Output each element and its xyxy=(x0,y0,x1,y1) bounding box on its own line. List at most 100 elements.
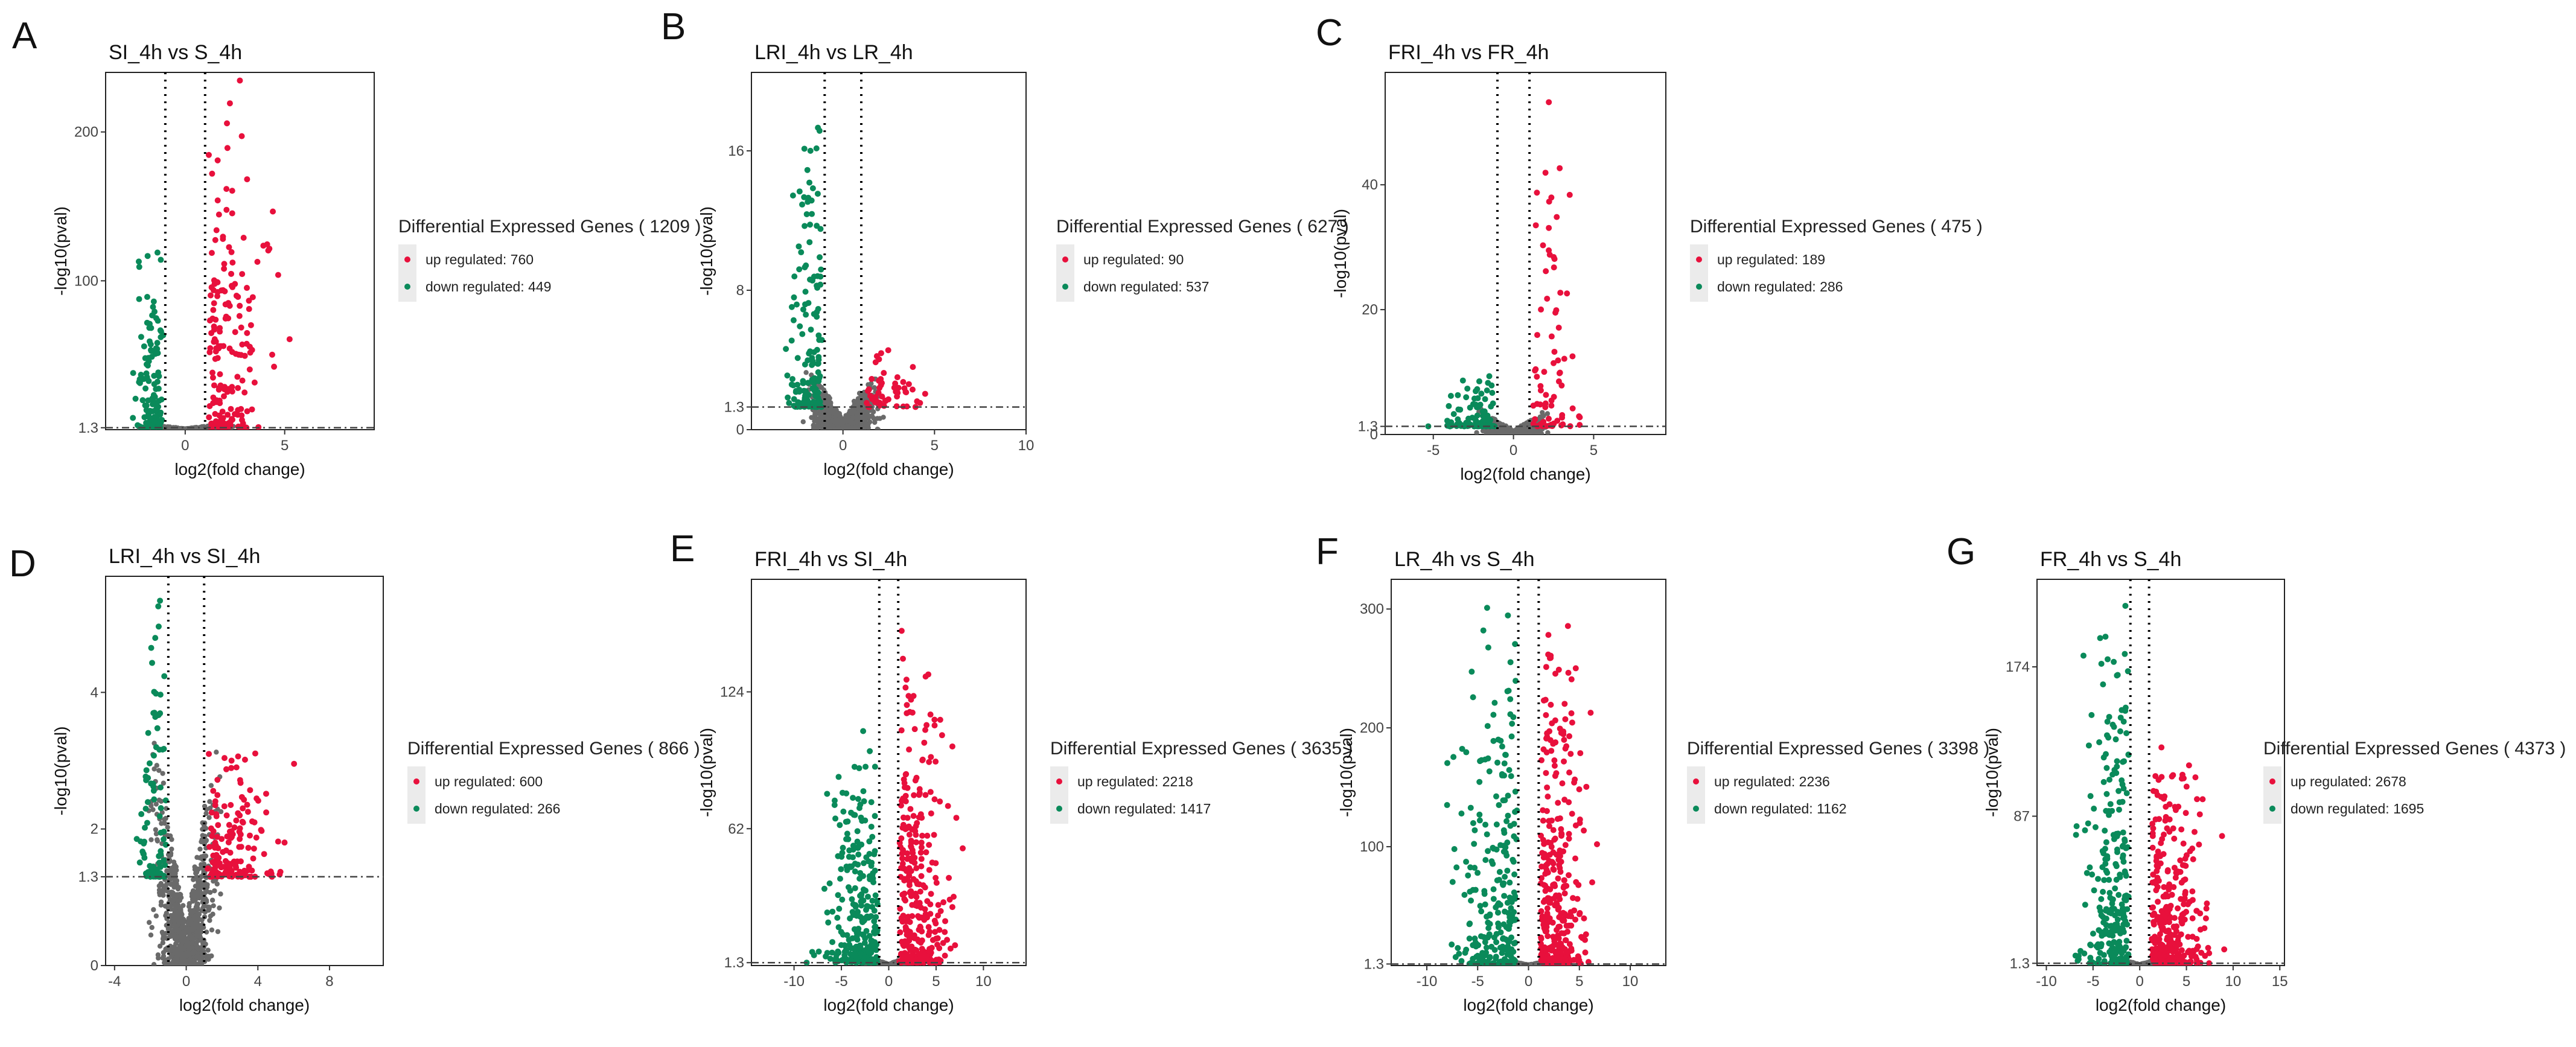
down-point xyxy=(158,848,164,854)
panel-letter: B xyxy=(661,6,686,48)
up-point xyxy=(237,303,243,309)
ns-point xyxy=(194,889,199,894)
down-point xyxy=(154,406,160,412)
ns-point xyxy=(203,838,208,843)
ns-point xyxy=(209,928,214,932)
legend-down-label: down regulated: 266 xyxy=(435,801,560,816)
up-point xyxy=(238,325,244,331)
ns-point xyxy=(171,897,176,902)
down-point xyxy=(1488,383,1494,389)
up-point xyxy=(211,300,217,306)
chart-title: LRI_4h vs SI_4h xyxy=(109,545,260,568)
y-axis-label: -log10(pval) xyxy=(697,206,716,296)
down-point xyxy=(153,744,159,750)
up-point xyxy=(902,389,908,395)
legend-up-marker xyxy=(1062,256,1068,263)
down-point xyxy=(791,294,797,301)
ns-point xyxy=(176,885,181,889)
up-point xyxy=(1558,422,1564,428)
down-point xyxy=(815,354,821,360)
down-point xyxy=(143,806,149,812)
ns-point xyxy=(188,963,193,968)
panel-e: E FRI_4h vs SI_4h-10 -5 0 5 101.362124log2(fo… xyxy=(670,528,1353,1014)
up-point xyxy=(244,802,250,808)
up-point xyxy=(215,197,221,203)
down-point xyxy=(789,376,795,382)
up-point xyxy=(885,347,891,353)
up-point xyxy=(209,171,215,177)
y-tick-label: 40 xyxy=(1362,177,1378,193)
down-point xyxy=(1465,416,1471,422)
up-point xyxy=(235,754,241,760)
up-point xyxy=(217,371,223,377)
ns-point xyxy=(1545,430,1550,435)
down-point xyxy=(793,389,799,395)
up-point xyxy=(214,227,220,233)
up-point xyxy=(235,407,241,413)
legend-up-label: up regulated: 600 xyxy=(435,774,543,789)
up-point xyxy=(242,353,248,359)
up-point xyxy=(1554,214,1560,220)
up-point xyxy=(215,854,222,861)
ns-point xyxy=(164,911,169,915)
ns-point xyxy=(826,411,831,416)
up-point xyxy=(228,406,234,412)
down-point xyxy=(1448,393,1454,399)
ns-point xyxy=(207,918,212,923)
legend-up-label: up regulated: 189 xyxy=(1717,252,1825,267)
down-point xyxy=(1455,392,1461,398)
down-point xyxy=(133,396,139,402)
up-point xyxy=(1544,296,1550,302)
down-point xyxy=(805,357,811,363)
up-point xyxy=(237,77,243,83)
down-point xyxy=(148,348,155,354)
up-point xyxy=(269,352,275,358)
up-point xyxy=(1555,357,1561,363)
ns-point xyxy=(169,847,174,851)
up-point xyxy=(878,350,884,356)
up-point xyxy=(224,120,230,126)
down-point xyxy=(815,306,821,312)
up-point xyxy=(252,380,258,386)
up-point xyxy=(1533,222,1539,228)
down-point xyxy=(151,797,157,803)
up-point xyxy=(227,100,233,106)
up-point xyxy=(244,409,250,415)
up-point xyxy=(239,794,245,800)
up-point xyxy=(263,809,269,815)
down-point xyxy=(802,145,808,151)
up-point xyxy=(241,389,247,395)
ns-point xyxy=(1522,429,1526,434)
up-point xyxy=(900,379,906,385)
up-point xyxy=(287,336,293,342)
panel-letter: A xyxy=(12,15,37,57)
up-point xyxy=(237,826,243,832)
down-point xyxy=(1458,423,1464,429)
legend-key-bg xyxy=(398,244,416,302)
ns-point xyxy=(194,963,199,967)
down-point xyxy=(790,193,796,199)
up-point xyxy=(1577,415,1583,421)
legend: Differential Expressed Genes ( 475 )up r… xyxy=(1690,217,1983,302)
up-point xyxy=(212,356,218,362)
down-point xyxy=(1460,378,1466,384)
ns-point xyxy=(187,932,192,937)
y-axis-label: -log10(pval) xyxy=(51,206,70,296)
down-point xyxy=(1473,402,1479,408)
up-point xyxy=(232,862,238,868)
ns-point xyxy=(205,947,210,952)
down-point xyxy=(151,788,157,794)
down-point xyxy=(142,825,148,831)
down-point xyxy=(148,645,155,651)
legend-title: Differential Expressed Genes ( 1209 ) xyxy=(398,217,701,237)
ns-point xyxy=(179,946,183,950)
up-point xyxy=(229,757,235,763)
down-point xyxy=(136,296,142,302)
ns-point xyxy=(178,938,183,943)
up-point xyxy=(1538,387,1544,393)
up-point xyxy=(1547,252,1553,258)
up-point xyxy=(211,860,217,866)
ns-point xyxy=(161,931,165,936)
